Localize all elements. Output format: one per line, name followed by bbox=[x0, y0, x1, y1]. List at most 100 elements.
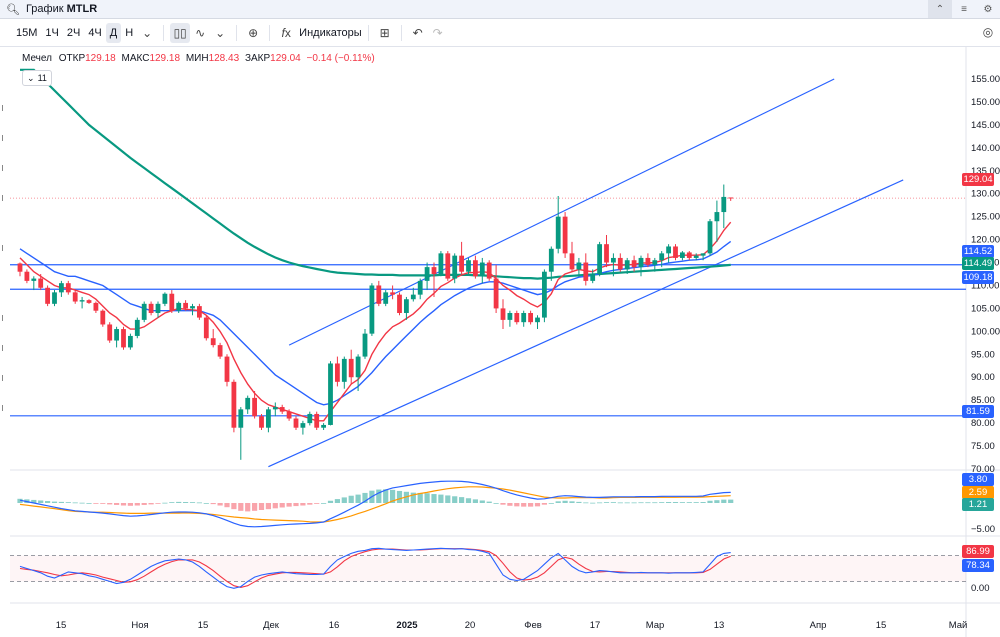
candle-body bbox=[666, 246, 671, 254]
timeframe-0[interactable]: 15М bbox=[16, 26, 38, 39]
candle-body bbox=[486, 262, 492, 279]
macd-histogram-bar bbox=[176, 501, 182, 503]
macd-histogram-bar bbox=[348, 495, 354, 503]
macd-histogram-bar bbox=[272, 503, 278, 509]
candle-body bbox=[728, 197, 734, 199]
price-tick: 80.00 bbox=[971, 418, 995, 429]
macd-histogram-bar bbox=[162, 502, 168, 504]
macd-histogram-bar bbox=[252, 503, 258, 511]
candles-icon[interactable]: ▯▯ bbox=[170, 22, 191, 43]
candle-body bbox=[52, 292, 57, 304]
time-axis-label: 2025 bbox=[396, 620, 418, 631]
price-tick: 145.00 bbox=[971, 120, 1000, 131]
indicators-button[interactable]: Индикаторы bbox=[299, 26, 362, 39]
candle-body bbox=[286, 411, 292, 419]
legend-symbol: Мечел bbox=[22, 53, 52, 64]
legend-close: 129.04 bbox=[270, 53, 301, 64]
time-axis-label: 20 bbox=[465, 620, 476, 631]
menu-icon[interactable]: ≡ bbox=[961, 3, 967, 15]
timeframe-2[interactable]: 2Ч bbox=[66, 26, 81, 39]
price-tick: 155.00 bbox=[971, 74, 1000, 85]
window-title: График MTLR bbox=[26, 3, 97, 15]
candle-body bbox=[203, 317, 209, 339]
candle-body bbox=[404, 299, 409, 313]
macd-histogram-bar bbox=[65, 502, 71, 503]
undo-icon[interactable]: ↶ bbox=[412, 25, 423, 40]
macd-histogram-bar bbox=[534, 503, 541, 507]
legend-high-label: МАКС bbox=[121, 53, 150, 64]
macd-histogram-bar bbox=[231, 503, 237, 510]
chevron-down-icon[interactable]: ⌄ bbox=[215, 25, 226, 40]
macd-histogram-bar bbox=[714, 500, 720, 503]
price-tick: 85.00 bbox=[971, 395, 995, 406]
candle-body bbox=[79, 300, 85, 302]
time-axis-label: 15 bbox=[876, 620, 887, 631]
collapse-icon[interactable]: ⌃ bbox=[928, 0, 952, 18]
timeframe-1[interactable]: 1Ч bbox=[45, 26, 59, 39]
candle-body bbox=[197, 306, 202, 318]
layout-grid-icon[interactable]: ⊞ bbox=[379, 25, 390, 40]
macd-histogram-bar bbox=[507, 503, 513, 506]
candle-body bbox=[528, 313, 533, 323]
candle-body bbox=[652, 260, 658, 265]
macd-histogram-bar bbox=[459, 497, 465, 503]
macd-histogram-bar bbox=[438, 494, 444, 503]
macd-histogram-bar bbox=[314, 503, 320, 504]
candle-body bbox=[714, 212, 720, 222]
candle-body bbox=[431, 267, 437, 274]
price-tick: 105.00 bbox=[971, 303, 1000, 314]
macd-histogram-bar bbox=[79, 502, 85, 504]
macd-histogram-bar bbox=[486, 501, 492, 503]
candle-body bbox=[562, 216, 568, 254]
collapsed-count: 11 bbox=[37, 73, 47, 83]
indicators-collapse-button[interactable]: ⌄ 11 bbox=[22, 70, 52, 86]
price-tick: 75.00 bbox=[971, 441, 995, 452]
price-chart[interactable]: 155.00150.00145.00140.00135.00130.00125.… bbox=[0, 46, 1000, 637]
stoch-label: 78.34 bbox=[962, 559, 994, 572]
macd-histogram-bar bbox=[693, 502, 699, 503]
search-icon[interactable]: 🔍︎ bbox=[6, 3, 20, 16]
settings-icon[interactable]: ⚙ bbox=[983, 3, 993, 15]
candle-body bbox=[245, 397, 251, 410]
candle-body bbox=[348, 358, 354, 378]
price-tick: 70.00 bbox=[971, 464, 995, 475]
redo-icon[interactable]: ↷ bbox=[432, 25, 443, 40]
macd-label: 2.59 bbox=[962, 486, 994, 499]
symbol-name: MTLR bbox=[66, 3, 98, 15]
macd-histogram-bar bbox=[86, 503, 92, 504]
macd-histogram-bar bbox=[700, 502, 706, 503]
line-chart-icon[interactable]: ∿ bbox=[195, 25, 206, 40]
macd-histogram-bar bbox=[107, 503, 113, 505]
macd-histogram-bar bbox=[645, 502, 651, 504]
macd-histogram-bar bbox=[500, 503, 506, 505]
candle-body bbox=[721, 196, 727, 213]
candle-body bbox=[548, 248, 554, 272]
candle-body bbox=[293, 418, 299, 428]
macd-histogram-bar bbox=[58, 501, 64, 503]
macd-histogram-bar bbox=[224, 503, 230, 508]
timeframe-3[interactable]: 4Ч bbox=[88, 26, 102, 39]
macd-histogram-bar bbox=[120, 503, 127, 506]
price-label: 81.59 bbox=[962, 405, 994, 418]
macd-histogram-bar bbox=[672, 502, 679, 503]
add-icon[interactable]: ⊕ bbox=[248, 25, 259, 40]
timeframe-5[interactable]: Н bbox=[125, 26, 134, 39]
camera-icon[interactable]: ◎ bbox=[982, 25, 994, 39]
candle-body bbox=[693, 255, 699, 258]
legend-open: 129.18 bbox=[85, 53, 116, 64]
macd-histogram-bar bbox=[707, 500, 713, 503]
timeframe-4[interactable]: Д bbox=[105, 22, 122, 43]
macd-histogram-bar bbox=[666, 502, 672, 503]
chevron-down-icon[interactable]: ⌄ bbox=[142, 25, 153, 40]
macd-histogram-bar bbox=[562, 500, 568, 503]
candle-body bbox=[169, 293, 175, 311]
macd-histogram-bar bbox=[327, 500, 334, 503]
macd-histogram-bar bbox=[410, 492, 416, 503]
macd-histogram-bar bbox=[183, 502, 189, 503]
candle-body bbox=[700, 253, 706, 256]
macd-histogram-bar bbox=[569, 501, 575, 503]
macd-histogram-bar bbox=[631, 502, 637, 504]
ma-slow-line bbox=[20, 68, 731, 280]
candle-body bbox=[590, 274, 596, 281]
